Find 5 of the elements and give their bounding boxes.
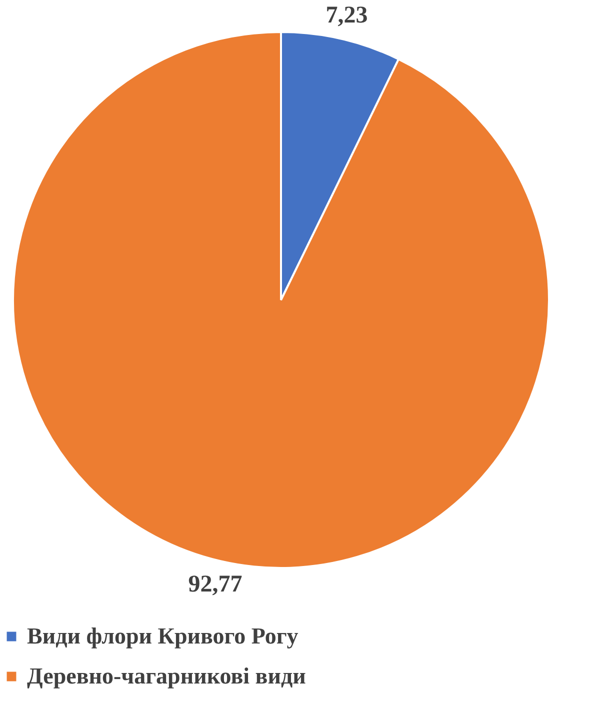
pie-slice <box>12 31 550 569</box>
data-label: 92,77 <box>188 572 242 598</box>
legend-label: Види флори Кривого Рогу <box>27 624 299 648</box>
legend-label: Деревно-чагарникові види <box>27 664 306 688</box>
data-label: 7,23 <box>326 2 368 28</box>
